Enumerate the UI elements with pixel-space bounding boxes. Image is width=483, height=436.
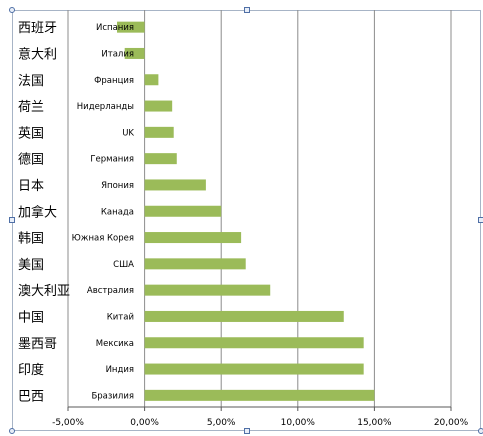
bar <box>144 389 375 401</box>
bar <box>144 258 246 270</box>
bar <box>144 363 364 375</box>
category-label-chinese: 韩国 <box>18 232 44 247</box>
bar <box>124 47 145 59</box>
category-label: Нидерланды <box>77 102 134 112</box>
category-label: Мексика <box>96 339 134 349</box>
category-label: США <box>113 260 134 270</box>
category-label: UK <box>122 128 134 138</box>
bar <box>144 126 174 138</box>
resize-handle-bottom-right[interactable] <box>478 428 483 434</box>
resize-handle-right[interactable] <box>478 217 483 223</box>
category-label-chinese: 加拿大 <box>18 204 57 220</box>
category-label-chinese: 英国 <box>18 126 44 141</box>
category-label: Австралия <box>87 286 134 296</box>
category-label-chinese: 荷兰 <box>18 100 44 115</box>
bar <box>144 205 222 217</box>
category-label-chinese: 澳大利亚 <box>18 283 70 299</box>
category-label: Китай <box>107 312 134 322</box>
category-label-chinese: 巴西 <box>18 389 44 404</box>
category-label-chinese: 日本 <box>18 179 44 194</box>
category-label: Южная Корея <box>72 234 134 244</box>
resize-handle-top-left[interactable] <box>9 7 15 13</box>
resize-handle-bottom[interactable] <box>244 428 250 434</box>
category-label: Бразилия <box>91 391 134 401</box>
bar <box>144 232 242 244</box>
x-tick-label: 5,00% <box>207 418 236 428</box>
category-label-chinese: 西班牙 <box>18 21 57 36</box>
category-label: Япония <box>101 181 134 191</box>
x-tick-label: -5,00% <box>52 418 84 428</box>
resize-handle-bottom-left[interactable] <box>9 428 15 434</box>
bar <box>144 179 206 191</box>
category-label: Германия <box>90 155 134 165</box>
bar <box>144 284 271 296</box>
bar <box>144 310 344 322</box>
category-label-chinese: 美国 <box>18 258 44 273</box>
category-label-chinese: 中国 <box>18 310 44 325</box>
resize-handle-left[interactable] <box>9 217 15 223</box>
category-label: Индия <box>106 365 134 375</box>
category-label: Италия <box>101 49 134 59</box>
x-tick-label: 10,00% <box>281 418 316 428</box>
category-label: Франция <box>94 76 134 86</box>
category-label-chinese: 印度 <box>18 362 44 378</box>
bar <box>117 21 145 33</box>
category-label-chinese: 意大利 <box>18 46 57 62</box>
bar <box>144 153 177 165</box>
x-tick-label: 15,00% <box>357 418 392 428</box>
x-tick-label: 20,00% <box>434 418 469 428</box>
category-label-chinese: 墨西哥 <box>18 337 57 352</box>
bar <box>144 337 364 349</box>
category-label-chinese: 德国 <box>18 153 44 168</box>
x-tick-label: 0,00% <box>130 418 159 428</box>
category-label: Испания <box>96 23 134 33</box>
resize-handle-top[interactable] <box>244 7 250 13</box>
category-label-chinese: 法国 <box>18 74 44 89</box>
bar <box>144 74 159 86</box>
bar <box>144 100 173 112</box>
category-label: Канада <box>101 207 134 217</box>
